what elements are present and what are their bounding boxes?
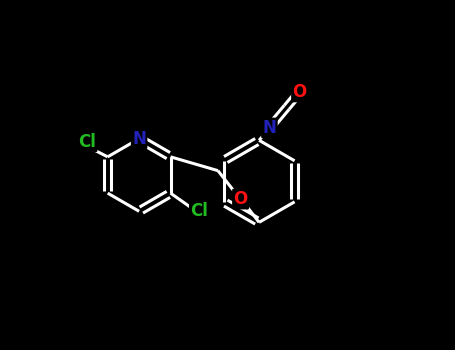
Text: Cl: Cl [190, 202, 208, 220]
Text: O: O [233, 190, 248, 208]
Text: N: N [132, 130, 146, 148]
Text: N: N [263, 119, 276, 137]
Text: Cl: Cl [78, 133, 96, 151]
Text: O: O [293, 83, 307, 101]
